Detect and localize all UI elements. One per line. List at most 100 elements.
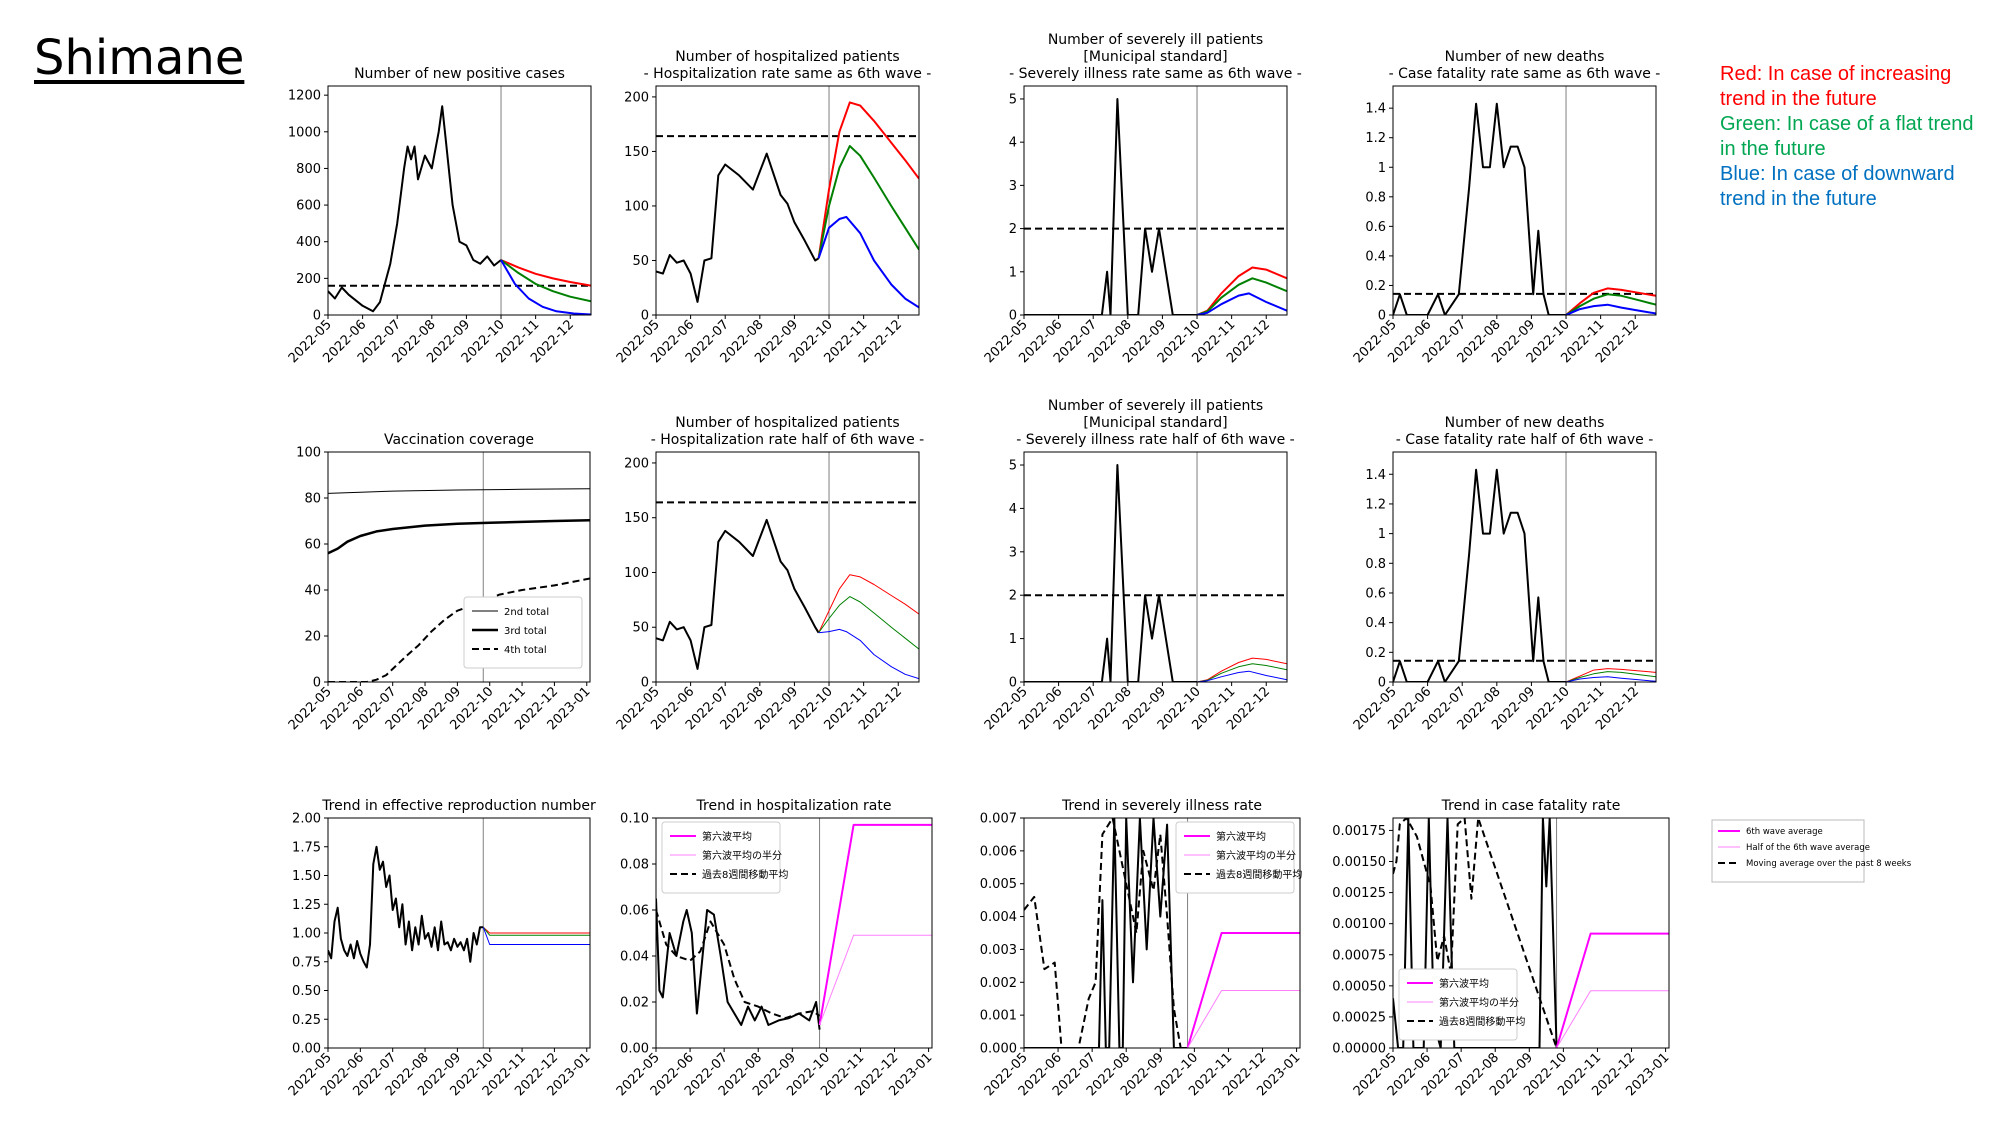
series-line bbox=[1565, 293, 1656, 315]
y-tick-label: 0.50 bbox=[292, 984, 321, 999]
series-line bbox=[1196, 277, 1287, 315]
y-tick-label: 0.001 bbox=[980, 1009, 1017, 1024]
series-line bbox=[817, 215, 919, 309]
legend-label: Half of the 6th wave average bbox=[1746, 843, 1870, 853]
y-tick-label: 0.6 bbox=[1365, 220, 1386, 235]
y-tick-label: 1 bbox=[1009, 265, 1017, 280]
chart-new-deaths-6th: Number of new deaths- Case fatality rate… bbox=[1351, 49, 1661, 366]
series-line bbox=[328, 488, 590, 494]
y-tick-label: 200 bbox=[624, 90, 649, 105]
y-tick-label: 2 bbox=[1009, 589, 1017, 604]
series-line bbox=[328, 105, 502, 313]
plot-frame bbox=[655, 85, 920, 316]
y-tick-label: 1.2 bbox=[1365, 497, 1386, 512]
y-tick-label: 150 bbox=[624, 511, 649, 526]
y-tick-label: 3 bbox=[1009, 179, 1017, 194]
y-tick-label: 600 bbox=[296, 199, 321, 214]
legend-label: Moving average over the past 8 weeks bbox=[1746, 859, 1912, 869]
legend-label: 第六波平均の半分 bbox=[1439, 996, 1519, 1009]
series-line bbox=[1024, 818, 1188, 1048]
y-tick-label: 0.00075 bbox=[1332, 948, 1386, 963]
note-red: Red: In case of increasing trend in the … bbox=[1720, 63, 1952, 110]
chart-title: Number of hospitalized patients bbox=[675, 415, 899, 431]
y-tick-label: 100 bbox=[624, 199, 649, 214]
plot-frame bbox=[655, 817, 933, 1049]
y-tick-label: 150 bbox=[624, 145, 649, 160]
y-tick-label: 0.25 bbox=[292, 1013, 321, 1028]
y-tick-label: 4 bbox=[1009, 502, 1017, 517]
plot-frame bbox=[1392, 85, 1657, 316]
legend-label: 第六波平均 bbox=[1439, 977, 1489, 990]
y-tick-label: 1000 bbox=[288, 125, 321, 140]
y-tick-label: 0 bbox=[641, 676, 649, 691]
series-line bbox=[1393, 102, 1566, 315]
chart-title: Number of new deaths bbox=[1445, 415, 1605, 431]
chart-new-deaths-half: Number of new deaths- Case fatality rate… bbox=[1351, 415, 1657, 733]
y-tick-label: 2 bbox=[1009, 222, 1017, 237]
right-legend: 6th wave average Half of the 6th wave ave… bbox=[1711, 819, 1912, 883]
series-line bbox=[656, 898, 821, 1030]
series-line bbox=[1393, 468, 1566, 682]
y-tick-label: 0.00150 bbox=[1332, 855, 1386, 870]
series-line bbox=[818, 628, 919, 680]
y-tick-label: 200 bbox=[624, 456, 649, 471]
chart-title: Number of new deaths bbox=[1445, 49, 1605, 65]
legend-label: 過去8週間移動平均 bbox=[1216, 868, 1302, 881]
series-line bbox=[482, 926, 590, 934]
legend-box bbox=[463, 596, 583, 669]
series-line bbox=[1024, 464, 1197, 682]
plot-frame bbox=[1392, 451, 1657, 683]
y-tick-label: 40 bbox=[304, 584, 321, 599]
y-tick-label: 3 bbox=[1009, 545, 1017, 560]
chart-title: - Case fatality rate half of 6th wave - bbox=[1396, 432, 1654, 448]
plot-frame bbox=[1023, 85, 1288, 316]
scenario-note: Red: In case of increasing trend in the … bbox=[1720, 62, 1990, 212]
legend-label: 第六波平均の半分 bbox=[1216, 849, 1296, 862]
plot-frame bbox=[327, 85, 592, 316]
y-tick-label: 1.50 bbox=[292, 869, 321, 884]
legend-label: 第六波平均 bbox=[702, 830, 752, 843]
series-line bbox=[1186, 932, 1300, 1048]
legend-label: 過去8週間移動平均 bbox=[1439, 1015, 1525, 1028]
y-tick-label: 0.10 bbox=[620, 812, 649, 827]
y-tick-label: 0.04 bbox=[620, 950, 649, 965]
legend-label: 第六波平均の半分 bbox=[702, 849, 782, 862]
y-tick-label: 50 bbox=[632, 254, 649, 269]
chart-title: - Hospitalization rate half of 6th wave … bbox=[651, 432, 924, 448]
y-tick-label: 0.4 bbox=[1365, 616, 1386, 631]
y-tick-label: 1.00 bbox=[292, 927, 321, 942]
series-line bbox=[500, 259, 591, 315]
y-tick-label: 0 bbox=[1009, 676, 1017, 691]
y-tick-label: 20 bbox=[304, 630, 321, 645]
plot-frame bbox=[1392, 817, 1670, 1049]
series-line bbox=[817, 145, 919, 259]
chart-case-fatality-rate: Trend in case fatality rate 0.00000 0.0002… bbox=[1332, 798, 1672, 1099]
series-line bbox=[818, 823, 932, 1026]
y-tick-label: 0.08 bbox=[620, 858, 649, 873]
y-tick-label: 2.00 bbox=[292, 812, 321, 827]
plot-frame bbox=[1023, 817, 1301, 1049]
y-tick-label: 0 bbox=[1378, 309, 1386, 324]
note-green: Green: In case of a flat trend in the fu… bbox=[1720, 113, 1974, 160]
legend-box bbox=[1398, 968, 1518, 1041]
y-tick-label: 100 bbox=[624, 566, 649, 581]
chart-severely-ill-6th: Number of severely ill patients[Municipa… bbox=[982, 32, 1302, 366]
legend: 2nd total 3rd total 4th total bbox=[463, 596, 583, 669]
y-tick-label: 0.006 bbox=[980, 844, 1017, 859]
chart-title: Trend in severely illness rate bbox=[1061, 798, 1262, 814]
chart-hospitalization-rate: Trend in hospitalization rate 0.00 0.02 0.0… bbox=[614, 798, 936, 1099]
y-tick-label: 0.003 bbox=[980, 943, 1017, 958]
chart-title: Number of severely ill patients bbox=[1048, 32, 1263, 48]
y-tick-label: 0.2 bbox=[1365, 279, 1386, 294]
chart-title: - Severely illness rate half of 6th wave… bbox=[1016, 432, 1294, 448]
chart-title: Number of severely ill patients bbox=[1048, 398, 1263, 414]
y-tick-label: 0 bbox=[1009, 309, 1017, 324]
y-tick-label: 100 bbox=[296, 446, 321, 461]
series-line bbox=[500, 259, 591, 287]
series-line bbox=[482, 926, 590, 936]
series-line bbox=[1024, 98, 1197, 315]
series-line bbox=[1556, 990, 1669, 1048]
